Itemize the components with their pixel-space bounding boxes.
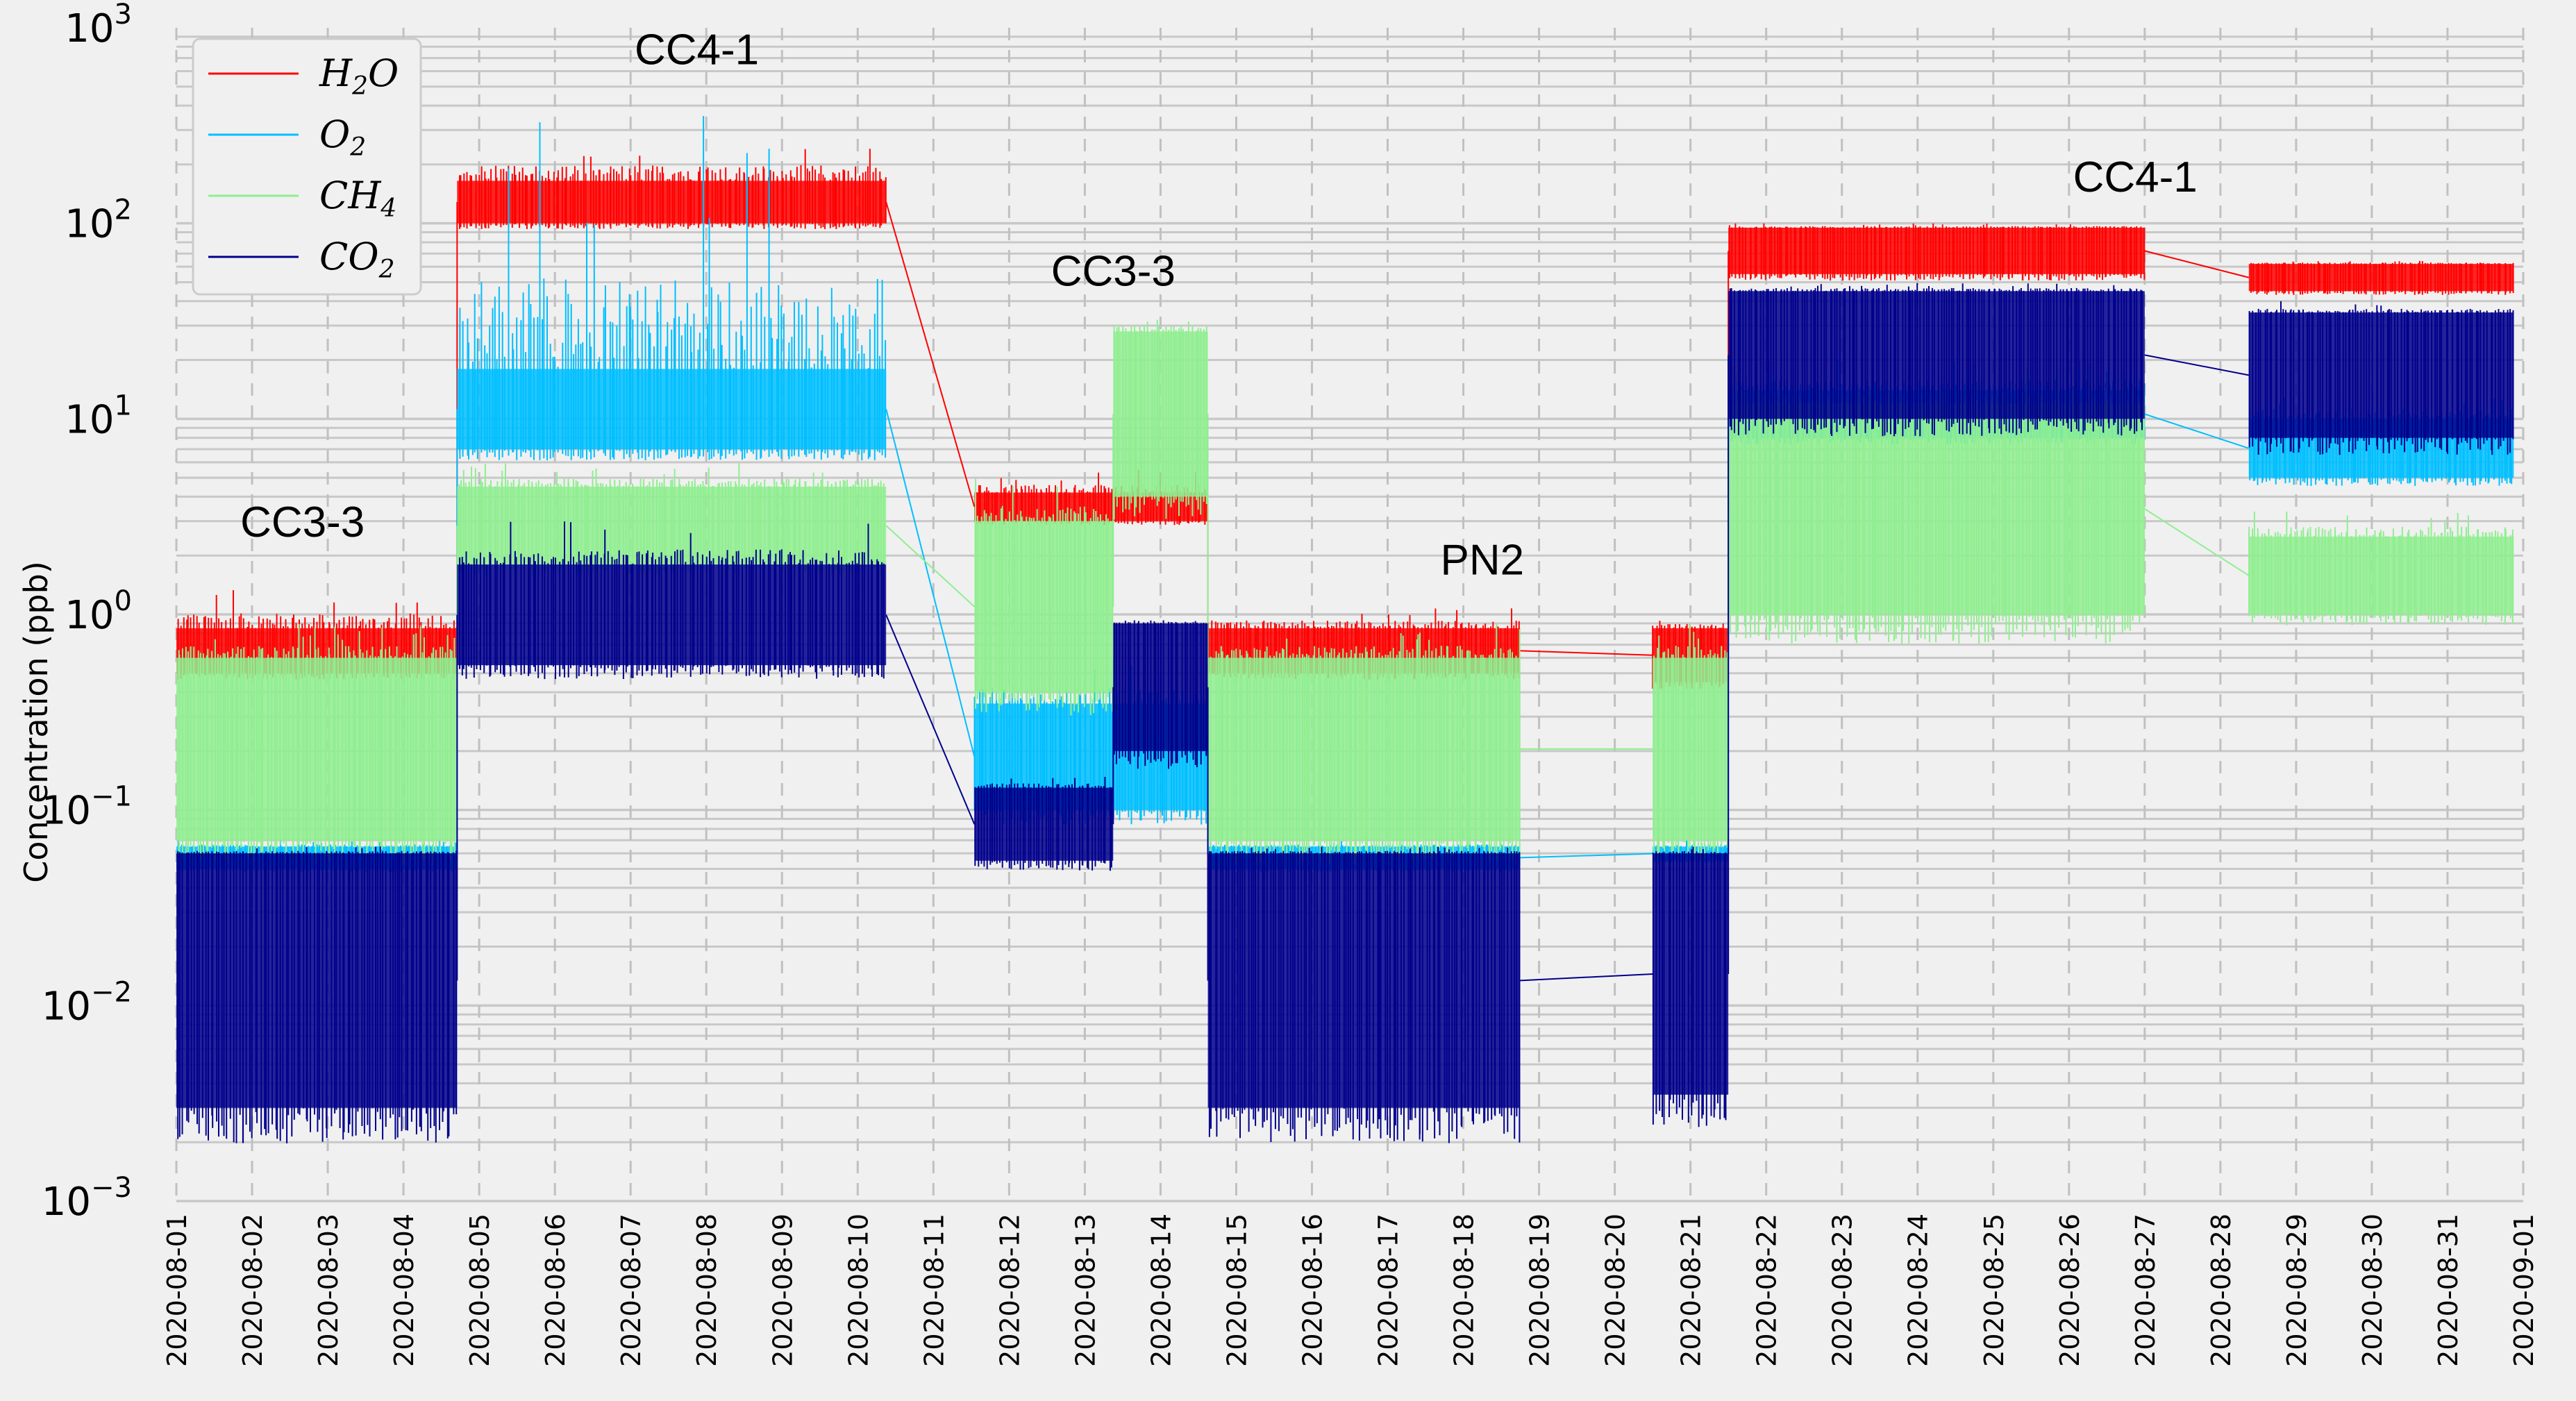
- x-tick-label: 2020-08-19: [1525, 1214, 1555, 1367]
- x-tick-label: 2020-08-21: [1676, 1214, 1707, 1367]
- y-tick-exponent: −3: [91, 1172, 132, 1204]
- x-tick-label: 2020-08-26: [2055, 1214, 2085, 1367]
- series-connector-h2o: [885, 201, 976, 507]
- x-tick-label: 2020-08-29: [2282, 1214, 2312, 1367]
- region-annotation: PN2: [1441, 537, 1525, 585]
- x-tick-label: 2020-08-17: [1373, 1214, 1404, 1367]
- x-tick-label: 2020-08-20: [1600, 1214, 1631, 1367]
- legend-subscript: 2: [351, 72, 368, 101]
- x-tick-label: 2020-08-12: [994, 1214, 1025, 1367]
- series-noise-o2: [459, 116, 887, 461]
- series-noise-co2: [1729, 283, 2143, 437]
- series-connector-o2: [1520, 853, 1653, 859]
- series-connector-co2: [885, 614, 976, 825]
- series-noise-h2o: [459, 149, 887, 230]
- series-band-co2: [176, 853, 458, 1108]
- x-tick-label: 2020-08-27: [2130, 1214, 2161, 1367]
- series-noise-ch4: [975, 478, 1114, 716]
- x-tick-label: 2020-08-15: [1221, 1214, 1252, 1367]
- y-tick-exponent: 0: [115, 585, 132, 617]
- series-noise-co2: [177, 846, 458, 1143]
- series-connector-o2: [885, 408, 976, 757]
- y-tick-exponent: 2: [115, 194, 132, 226]
- x-tick-label: 2020-08-03: [313, 1214, 344, 1367]
- series-connector-ch4: [2144, 508, 2250, 576]
- x-tick-label: 2020-08-31: [2433, 1214, 2464, 1367]
- series-connector-co2: [1520, 973, 1653, 982]
- series-connector-co2: [2144, 354, 2249, 376]
- series-noise-ch4: [1730, 360, 2145, 644]
- x-tick-label: 2020-08-04: [389, 1214, 419, 1367]
- series-co2: [176, 283, 2514, 1143]
- y-tick-label: 10−3: [42, 1172, 132, 1225]
- series-noise-ch4: [2248, 511, 2514, 626]
- x-tick-label: 2020-08-10: [843, 1214, 873, 1367]
- series-band-co2: [1653, 853, 1729, 1095]
- series-band-h2o: [457, 181, 887, 224]
- x-tick-label: 2020-08-25: [1979, 1214, 2009, 1367]
- x-tick-label: 2020-08-08: [692, 1214, 722, 1367]
- y-axis-label: Concentration (ppb): [17, 561, 55, 883]
- series-noise-co2: [2248, 301, 2514, 455]
- annotations: CC3-3 CC4-1 CC3-3 PN2 CC4-1: [240, 26, 2198, 585]
- legend-subscript: 2: [378, 255, 395, 284]
- x-tick-label: 2020-08-30: [2357, 1214, 2388, 1367]
- x-tick-label: 2020-08-23: [1828, 1214, 1858, 1367]
- x-tick-label: 2020-08-13: [1070, 1214, 1101, 1367]
- legend-tail: O: [368, 51, 399, 95]
- region-annotation: CC3-3: [240, 498, 365, 546]
- y-tick-exponent: −1: [91, 781, 132, 813]
- series-noise-ch4: [178, 624, 455, 866]
- series-noise-co2: [974, 777, 1112, 871]
- x-tick-label: 2020-08-14: [1146, 1214, 1176, 1367]
- series-connector-o2: [2144, 413, 2250, 449]
- x-tick-label: 2020-08-01: [162, 1214, 192, 1367]
- x-tick-label: 2020-09-01: [2509, 1214, 2539, 1367]
- series-ch4: [176, 319, 2514, 866]
- series-band-ch4: [1113, 331, 1208, 497]
- x-tick-labels: 2020-08-01 2020-08-02 2020-08-03 2020-08-04…: [162, 1214, 2539, 1367]
- x-tick-label: 2020-08-16: [1297, 1214, 1328, 1367]
- region-annotation: CC3-3: [1051, 247, 1176, 295]
- series-noise-co2: [1652, 846, 1727, 1127]
- region-annotation: CC4-1: [635, 26, 759, 74]
- y-tick-exponent: 1: [115, 389, 132, 421]
- series-noise-h2o: [2250, 260, 2514, 295]
- series-noise-ch4: [1113, 319, 1207, 520]
- x-tick-label: 2020-08-09: [767, 1214, 798, 1367]
- series-noise-co2: [1208, 846, 1521, 1143]
- x-tick-label: 2020-08-07: [616, 1214, 646, 1367]
- legend-subscript: 2: [349, 133, 366, 162]
- x-tick-label: 2020-08-02: [237, 1214, 268, 1367]
- x-tick-label: 2020-08-11: [919, 1214, 949, 1367]
- x-tick-label: 2020-08-05: [465, 1214, 495, 1367]
- legend-subscript: 4: [380, 194, 396, 223]
- y-tick-exponent: −2: [91, 976, 132, 1008]
- series-connector-h2o: [1520, 650, 1653, 656]
- series-noise-co2: [459, 521, 885, 680]
- y-tick-exponent: 3: [115, 0, 132, 31]
- data-series: [176, 116, 2514, 1143]
- series-connector-ch4: [885, 525, 976, 607]
- series-noise-co2: [1113, 620, 1207, 769]
- series-band-ch4: [974, 521, 1114, 693]
- series-connector-h2o: [2144, 250, 2250, 278]
- x-tick-label: 2020-08-18: [1449, 1214, 1480, 1367]
- x-tick-label: 2020-08-06: [540, 1214, 571, 1367]
- series-noise-ch4: [1653, 623, 1728, 865]
- legend-frame: [192, 37, 422, 296]
- series-noise-h2o: [1728, 223, 2146, 281]
- x-tick-label: 2020-08-28: [2206, 1214, 2236, 1367]
- series-noise-ch4: [458, 463, 885, 576]
- x-tick-label: 2020-08-22: [1752, 1214, 1782, 1367]
- x-tick-label: 2020-08-24: [1903, 1214, 1934, 1367]
- region-annotation: CC4-1: [2073, 153, 2198, 201]
